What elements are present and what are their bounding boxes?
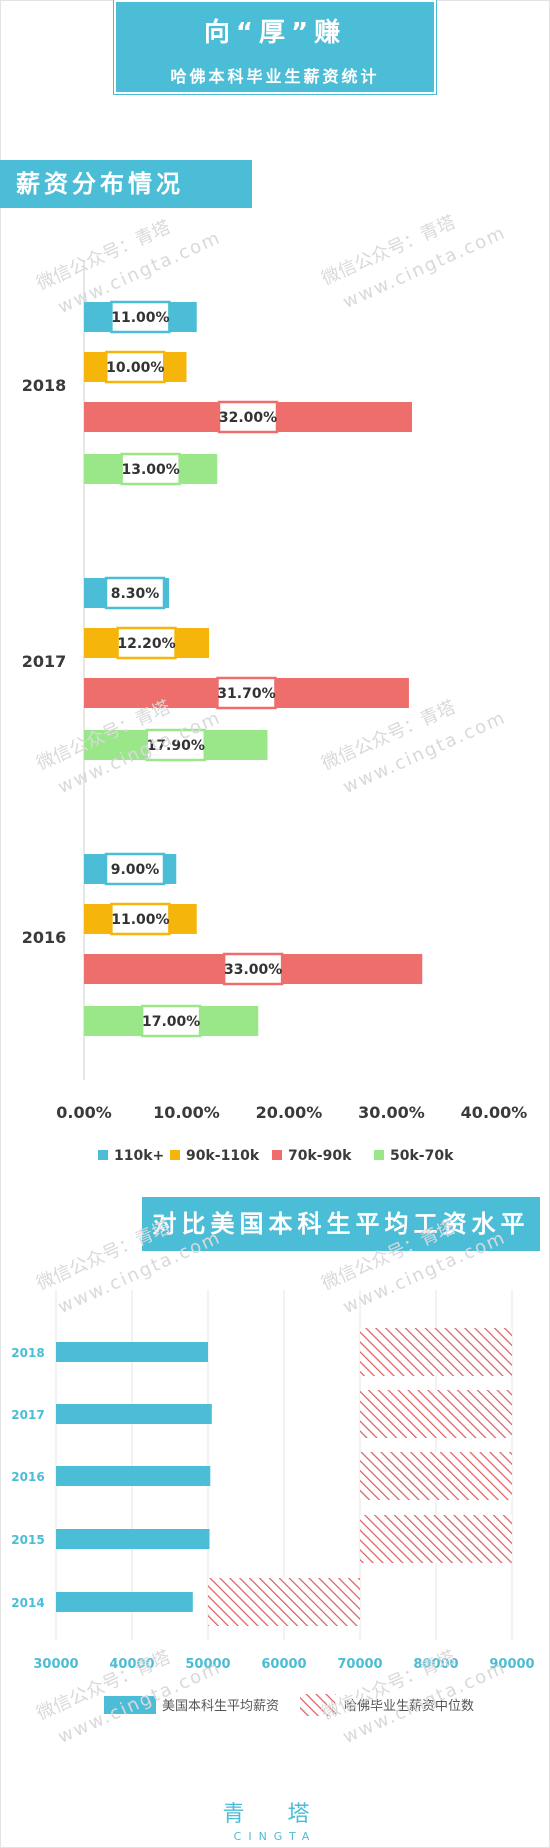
x-tick-label: 80000 xyxy=(413,1657,458,1672)
brand-name-cn: 青 塔 xyxy=(222,1802,328,1827)
data-label-box xyxy=(104,852,166,886)
legend-swatch xyxy=(374,1150,384,1160)
cingta-logo: 青 塔 CINGTA xyxy=(0,1796,550,1843)
bar-harvard-median xyxy=(208,1578,360,1626)
data-label-box xyxy=(110,902,171,936)
x-tick-label: 90000 xyxy=(489,1657,534,1672)
category-label: 2018 xyxy=(11,1346,44,1360)
category-label: 2018 xyxy=(22,376,67,395)
data-label-box xyxy=(222,952,284,986)
legend-label-harvard: 哈佛毕业生薪资中位数 xyxy=(344,1699,474,1714)
bar-harvard-median xyxy=(360,1452,512,1500)
category-label: 2014 xyxy=(11,1596,44,1610)
x-tick-label: 30.00% xyxy=(358,1103,425,1122)
legend-swatch-harvard xyxy=(300,1694,336,1716)
x-tick-label: 40000 xyxy=(109,1657,154,1672)
x-tick-label: 10.00% xyxy=(153,1103,220,1122)
x-tick-label: 20.00% xyxy=(256,1103,323,1122)
data-label-box xyxy=(216,676,277,710)
data-label-box xyxy=(116,626,177,660)
section-title-comparison: 对比美国本科生平均工资水平 xyxy=(142,1197,540,1251)
data-label: 12.20% xyxy=(117,636,175,652)
x-tick-label: 60000 xyxy=(261,1657,306,1672)
bar-us-average xyxy=(56,1404,212,1424)
page-subtitle: 哈佛本科毕业生薪资统计 xyxy=(170,67,380,86)
bar-harvard-median xyxy=(360,1328,512,1376)
x-tick-label: 0.00% xyxy=(56,1103,112,1122)
category-label: 2015 xyxy=(11,1533,44,1547)
legend-label: 90k-110k xyxy=(186,1148,260,1164)
legend-swatch xyxy=(170,1150,180,1160)
data-label: 13.00% xyxy=(121,462,179,478)
brand-name-en: CINGTA xyxy=(233,1830,317,1843)
data-label-box xyxy=(110,300,171,334)
page-title: 向“厚”赚 xyxy=(203,18,347,48)
title-banner: 向“厚”赚 哈佛本科毕业生薪资统计 xyxy=(113,0,437,95)
data-label: 17.90% xyxy=(147,738,205,754)
bar-harvard-median xyxy=(360,1515,512,1563)
data-label: 9.00% xyxy=(111,862,160,878)
data-label: 17.00% xyxy=(142,1014,200,1030)
x-tick-label: 50000 xyxy=(185,1657,230,1672)
category-label: 2017 xyxy=(11,1408,44,1422)
data-label-box xyxy=(217,400,279,434)
salary-distribution-chart: 2018 11.00% 10.00% 32.00% 13.00% 2017 8.30% 12.… xyxy=(22,260,528,1164)
x-tick-label: 70000 xyxy=(337,1657,382,1672)
bar-us-average xyxy=(56,1342,208,1362)
bar-us-average xyxy=(56,1466,211,1486)
data-label: 33.00% xyxy=(224,962,282,978)
data-label: 31.70% xyxy=(217,686,275,702)
bar-harvard-median xyxy=(360,1390,512,1438)
legend-swatch-us xyxy=(104,1696,156,1714)
category-label: 2016 xyxy=(22,928,67,947)
x-tick-label: 30000 xyxy=(33,1657,78,1672)
x-tick-label: 40.00% xyxy=(461,1103,528,1122)
data-label-box xyxy=(104,576,166,610)
data-label: 10.00% xyxy=(106,360,164,376)
data-label-box xyxy=(140,1004,202,1038)
data-label: 11.00% xyxy=(111,912,169,928)
legend-label-us: 美国本科生平均薪资 xyxy=(162,1699,279,1714)
data-label-box xyxy=(120,452,181,486)
section-title-distribution: 薪资分布情况 xyxy=(0,160,252,208)
legend-label: 50k-70k xyxy=(390,1148,454,1164)
legend-swatch xyxy=(98,1150,108,1160)
category-label: 2017 xyxy=(22,652,67,671)
data-label: 8.30% xyxy=(111,586,160,602)
data-label-box xyxy=(145,728,206,762)
bar-us-average xyxy=(56,1529,210,1549)
data-label: 32.00% xyxy=(219,410,277,426)
legend-label: 110k+ xyxy=(114,1148,164,1164)
data-label-box xyxy=(105,350,166,384)
legend-swatch xyxy=(272,1150,282,1160)
legend-label: 70k-90k xyxy=(288,1148,352,1164)
bar-us-average xyxy=(56,1592,193,1612)
data-label: 11.00% xyxy=(111,310,169,326)
salary-comparison-chart: 30000 40000 50000 60000 70000 80000 90000 2018 2… xyxy=(11,1290,535,1716)
category-label: 2016 xyxy=(11,1470,44,1484)
